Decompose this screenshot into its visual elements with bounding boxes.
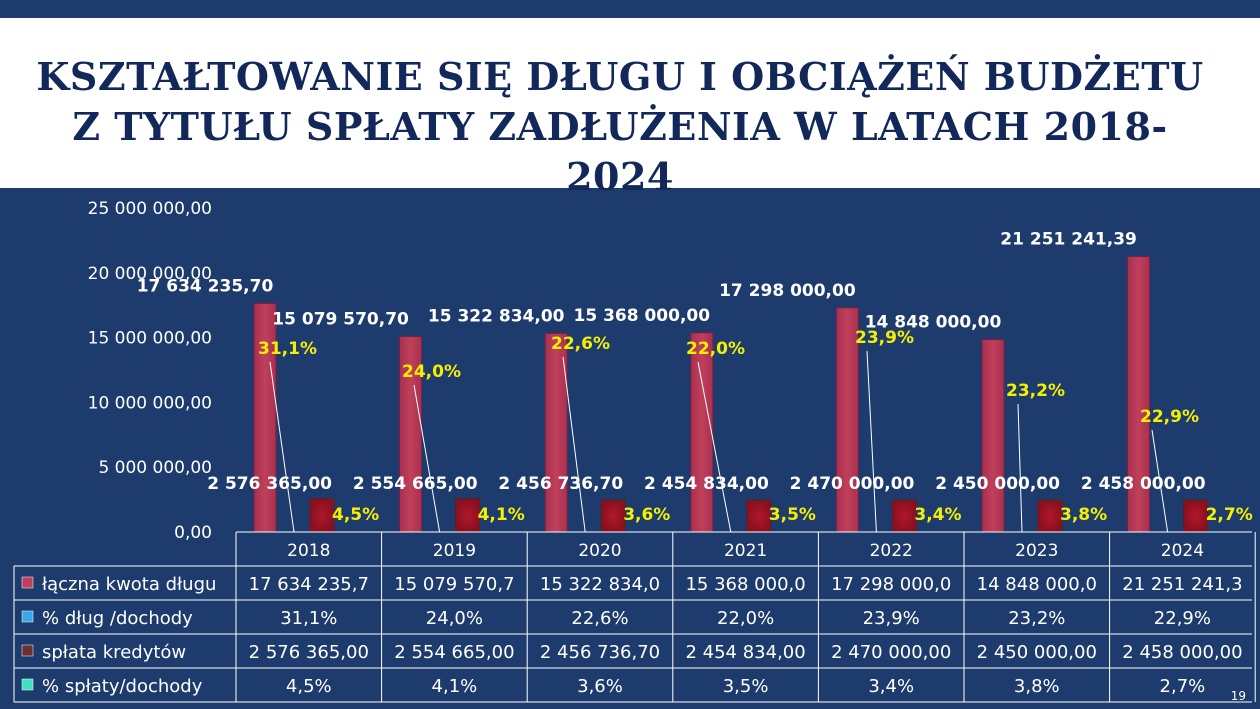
x-category-label: 2024 [1161, 541, 1204, 561]
y-tick-label: 25 000 000,00 [88, 199, 212, 219]
page-title: KSZTAŁTOWANIE SIĘ DŁUGU I OBCIĄŻEŃ BUDŻE… [36, 54, 1204, 199]
y-tick-label: 0,00 [174, 523, 212, 543]
repayment-percent-label: 3,5% [769, 505, 816, 525]
leader-line [697, 361, 732, 533]
y-tick-label: 10 000 000,00 [88, 393, 212, 413]
table-cell: 2 454 834,00 [685, 642, 805, 663]
y-tick-label: 15 000 000,00 [88, 329, 212, 349]
legend-key [21, 576, 34, 589]
y-tick-label: 5 000 000,00 [98, 458, 212, 478]
legend-key [21, 610, 34, 623]
table-cell: 17 634 235,7 [249, 574, 369, 595]
debt-bar [981, 339, 1005, 533]
debt-data-label: 17 634 235,70 [137, 276, 274, 296]
x-category-label: 2018 [287, 541, 330, 561]
debt-percent-label: 22,0% [686, 339, 745, 359]
x-category-label: 2022 [870, 541, 913, 561]
table-cell: 4,5% [286, 676, 332, 697]
legend-label: spłata kredytów [42, 642, 186, 663]
table-cell: 2 470 000,00 [831, 642, 951, 663]
repayment-percent-label: 4,1% [478, 505, 525, 525]
table-cell: 2,7% [1160, 676, 1206, 697]
repayment-percent-label: 2,7% [1206, 505, 1253, 525]
leader-line [269, 361, 295, 533]
legend-key [21, 678, 34, 691]
title-panel [0, 18, 1260, 188]
debt-data-label: 17 298 000,00 [719, 281, 856, 301]
table-cell: 3,5% [723, 676, 769, 697]
debt-percent-label: 22,9% [1140, 407, 1199, 427]
repayment-bar [455, 498, 481, 533]
page-number: 19 [1230, 689, 1246, 703]
repayment-bar [1037, 499, 1063, 533]
leader-line [1151, 429, 1169, 533]
leader-line [866, 350, 877, 533]
x-category-label: 2020 [578, 541, 621, 561]
table-cell: 15 079 570,7 [394, 574, 514, 595]
legend-label: % dług /dochody [42, 608, 193, 629]
repayment-percent-label: 3,6% [623, 505, 670, 525]
repayment-data-label: 2 456 736,70 [498, 474, 623, 494]
debt-percent-label: 22,6% [551, 334, 610, 354]
table-cell: 2 576 365,00 [249, 642, 369, 663]
table-cell: 23,9% [863, 608, 920, 629]
table-cell: 22,9% [1154, 608, 1211, 629]
table-cell: 3,8% [1014, 676, 1060, 697]
table-cell: 31,1% [280, 608, 337, 629]
repayment-data-label: 2 470 000,00 [790, 474, 915, 494]
table-cell: 22,6% [571, 608, 628, 629]
y-tick-label: 20 000 000,00 [88, 264, 212, 284]
leader-line [1017, 403, 1023, 533]
legend-label: łączna kwota długu [42, 574, 216, 595]
table-cell: 2 554 665,00 [394, 642, 514, 663]
table-cell: 23,2% [1008, 608, 1065, 629]
repayment-bar [309, 498, 335, 533]
repayment-data-label: 2 576 365,00 [207, 474, 332, 494]
repayment-data-label: 2 450 000,00 [935, 474, 1060, 494]
repayment-percent-label: 3,4% [914, 505, 961, 525]
table-cell: 3,6% [577, 676, 623, 697]
table-cell: 2 450 000,00 [977, 642, 1097, 663]
repayment-bar [891, 499, 917, 533]
debt-percent-label: 24,0% [402, 362, 461, 382]
debt-data-label: 14 848 000,00 [865, 313, 1002, 333]
repayment-percent-label: 3,8% [1060, 505, 1107, 525]
table-cell: 14 848 000,0 [977, 574, 1097, 595]
debt-percent-label: 23,2% [1006, 381, 1065, 401]
repayment-bar [746, 499, 772, 533]
debt-percent-label: 31,1% [258, 339, 317, 359]
table-cell: 15 322 834,0 [540, 574, 660, 595]
table-cell: 21 251 241,3 [1122, 574, 1242, 595]
x-category-label: 2023 [1015, 541, 1058, 561]
repayment-bar [600, 499, 626, 533]
debt-data-label: 15 322 834,00 [428, 306, 565, 326]
legend-label: % spłaty/dochody [42, 676, 203, 697]
table-cell: 17 298 000,0 [831, 574, 951, 595]
repayment-data-label: 2 454 834,00 [644, 474, 769, 494]
x-category-label: 2021 [724, 541, 767, 561]
repayment-data-label: 2 458 000,00 [1081, 474, 1206, 494]
leader-line [413, 384, 441, 533]
x-category-label: 2019 [433, 541, 476, 561]
leader-line [562, 356, 586, 533]
table-cell: 4,1% [432, 676, 478, 697]
table-cell: 3,4% [868, 676, 914, 697]
table-cell: 15 368 000,0 [685, 574, 805, 595]
debt-bar [690, 332, 714, 533]
repayment-percent-label: 4,5% [332, 505, 379, 525]
repayment-bar [1183, 499, 1209, 533]
table-cell: 2 458 000,00 [1122, 642, 1242, 663]
table-cell: 2 456 736,70 [540, 642, 660, 663]
debt-data-label: 15 079 570,70 [272, 310, 409, 330]
legend-key [21, 644, 34, 657]
table-cell: 22,0% [717, 608, 774, 629]
table-cell: 24,0% [426, 608, 483, 629]
debt-data-label: 21 251 241,39 [1000, 230, 1137, 250]
debt-data-label: 15 368 000,00 [574, 306, 711, 326]
repayment-data-label: 2 554 665,00 [353, 474, 478, 494]
debt-bar [253, 302, 277, 533]
debt-percent-label: 23,9% [855, 328, 914, 348]
